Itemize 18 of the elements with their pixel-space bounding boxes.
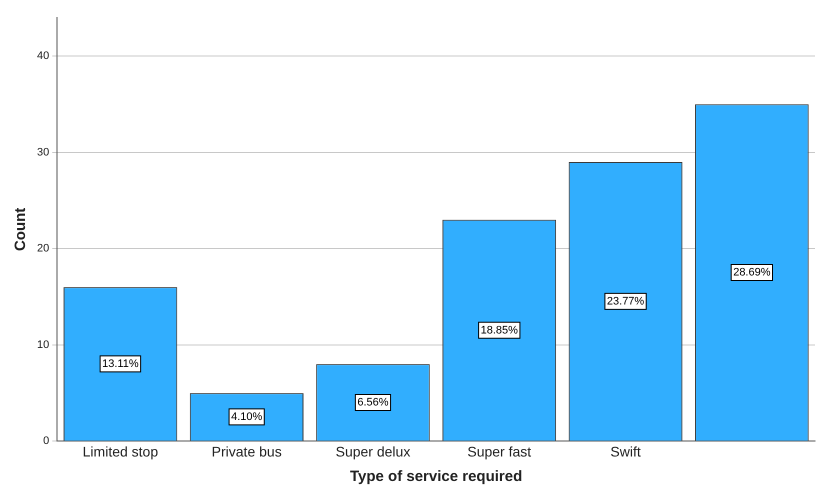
- annotation: 13.11%: [102, 358, 139, 370]
- annotation: 18.85%: [480, 324, 518, 336]
- annotation: 28.69%: [733, 266, 771, 279]
- x-tick-label: Swift: [610, 443, 641, 460]
- annotation: 23.77%: [606, 295, 644, 308]
- x-tick-label: Limited stop: [82, 443, 158, 460]
- x-tick-label: Private bus: [212, 443, 282, 460]
- y-axis-title: Count: [12, 208, 30, 252]
- y-tick-label: 10: [36, 338, 50, 351]
- y-tick-label: 30: [36, 146, 50, 158]
- y-tick-label: 40: [36, 50, 50, 62]
- annotation: 6.56%: [357, 396, 389, 408]
- x-axis-title: Type of service required: [350, 468, 522, 486]
- y-tick-label: 20: [36, 242, 50, 255]
- x-tick-label: Super fast: [467, 443, 532, 460]
- y-tick-label: 0: [43, 435, 50, 448]
- annotation: 4.10%: [231, 410, 262, 423]
- x-tick-label: Super delux: [336, 443, 410, 460]
